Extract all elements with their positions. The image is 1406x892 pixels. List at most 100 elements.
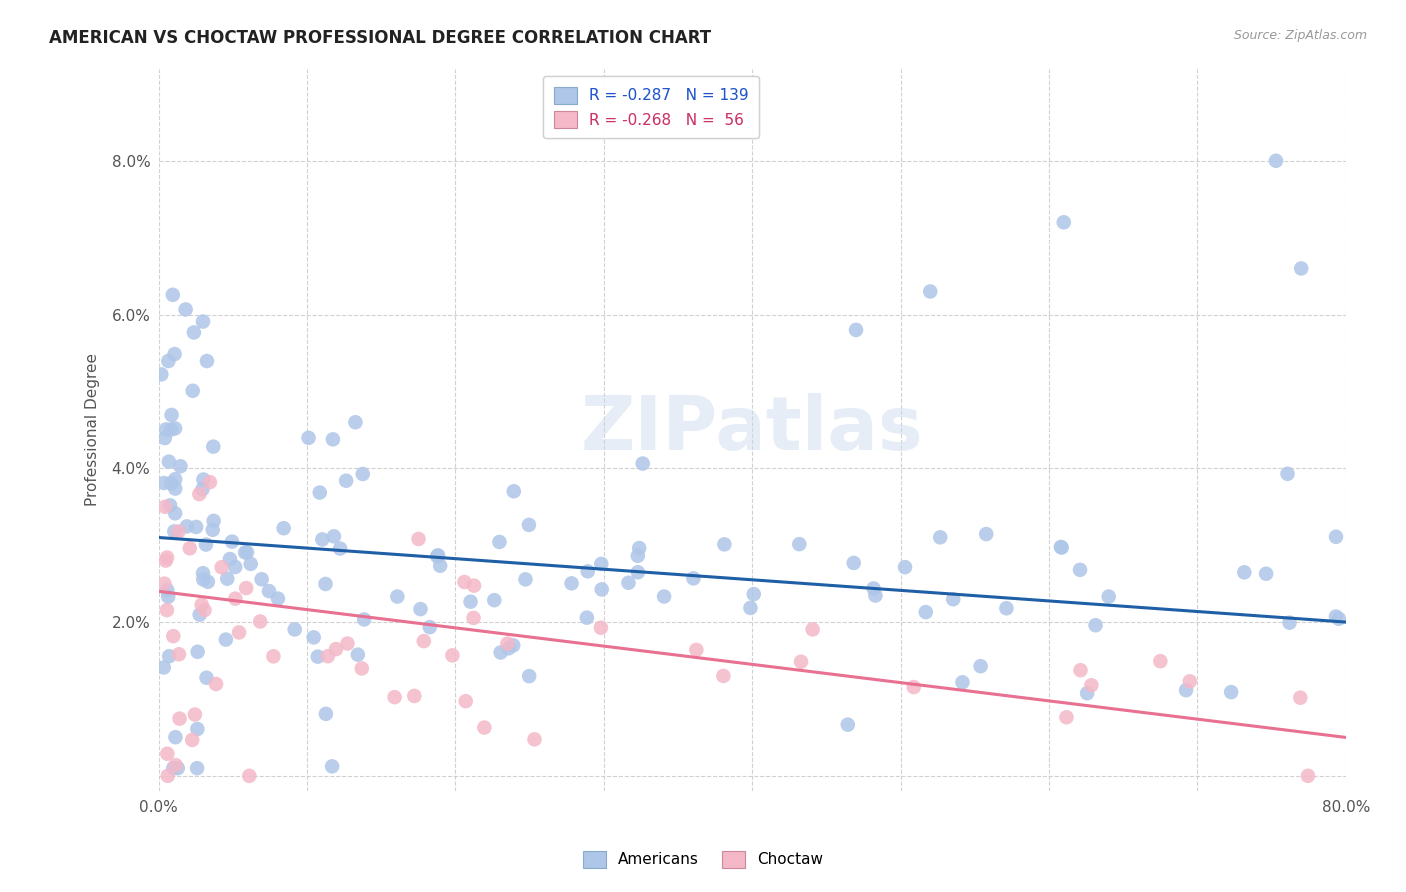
Point <box>740 600 762 615</box>
Point <box>165 482 187 496</box>
Point <box>201 523 224 537</box>
Point <box>576 565 599 579</box>
Point <box>197 574 219 589</box>
Point <box>153 576 176 591</box>
Point <box>156 550 179 565</box>
Point <box>153 475 176 490</box>
Point <box>156 582 179 597</box>
Text: ZIPatlas: ZIPatlas <box>581 393 924 467</box>
Point <box>631 457 654 471</box>
Point <box>315 577 337 591</box>
Point <box>316 649 339 664</box>
Point <box>1324 530 1347 544</box>
Point <box>159 499 181 513</box>
Point <box>163 347 186 361</box>
Point <box>591 557 613 571</box>
Point <box>191 314 214 328</box>
Point <box>262 649 284 664</box>
Point <box>742 587 765 601</box>
Point <box>157 649 180 664</box>
Point <box>284 623 307 637</box>
Point <box>198 475 221 490</box>
Point <box>238 769 260 783</box>
Point <box>224 591 246 606</box>
Point <box>167 524 190 539</box>
Point <box>1069 663 1091 677</box>
Point <box>191 566 214 581</box>
Point <box>617 575 640 590</box>
Point <box>156 603 179 617</box>
Point <box>187 645 209 659</box>
Point <box>627 566 650 580</box>
Point <box>419 620 441 634</box>
Point <box>228 625 250 640</box>
Point <box>952 675 974 690</box>
Point <box>219 552 242 566</box>
Point <box>336 636 359 650</box>
Point <box>186 722 208 736</box>
Point <box>165 506 187 520</box>
Point <box>974 527 997 541</box>
Point <box>408 532 430 546</box>
Point <box>1256 566 1278 581</box>
Point <box>502 484 524 499</box>
Point <box>215 632 238 647</box>
Point <box>865 589 887 603</box>
Point <box>169 712 191 726</box>
Point <box>184 520 207 534</box>
Point <box>454 694 477 708</box>
Point <box>205 677 228 691</box>
Point <box>167 647 190 661</box>
Point <box>790 655 813 669</box>
Point <box>1265 153 1288 168</box>
Point <box>472 721 495 735</box>
Point <box>463 579 485 593</box>
Point <box>1289 690 1312 705</box>
Point <box>628 541 651 555</box>
Point <box>627 549 650 563</box>
Point <box>409 602 432 616</box>
Point <box>160 408 183 422</box>
Point <box>160 423 183 437</box>
Point <box>685 643 707 657</box>
Point <box>713 537 735 551</box>
Point <box>186 761 208 775</box>
Point <box>344 415 367 429</box>
Point <box>157 354 180 368</box>
Point <box>155 422 177 436</box>
Point <box>169 459 191 474</box>
Point <box>1278 615 1301 630</box>
Point <box>193 603 215 617</box>
Point <box>152 660 174 674</box>
Point <box>174 302 197 317</box>
Point <box>1080 678 1102 692</box>
Point <box>202 440 225 454</box>
Point <box>257 584 280 599</box>
Point <box>346 648 368 662</box>
Point <box>188 487 211 501</box>
Point <box>163 524 186 539</box>
Point <box>1324 609 1347 624</box>
Point <box>1050 541 1073 555</box>
Point <box>1289 261 1312 276</box>
Point <box>157 590 180 604</box>
Point <box>787 537 810 551</box>
Point <box>150 368 173 382</box>
Point <box>1149 654 1171 668</box>
Point <box>1175 683 1198 698</box>
Text: AMERICAN VS CHOCTAW PROFESSIONAL DEGREE CORRELATION CHART: AMERICAN VS CHOCTAW PROFESSIONAL DEGREE … <box>49 29 711 46</box>
Point <box>995 601 1018 615</box>
Point <box>322 433 344 447</box>
Point <box>589 621 612 635</box>
Point <box>463 611 485 625</box>
Text: Source: ZipAtlas.com: Source: ZipAtlas.com <box>1233 29 1367 42</box>
Point <box>249 615 271 629</box>
Point <box>460 595 482 609</box>
Point <box>233 545 256 559</box>
Point <box>1076 686 1098 700</box>
Point <box>561 576 583 591</box>
Point <box>429 558 451 573</box>
Point <box>194 537 217 551</box>
Point <box>179 541 201 556</box>
Point <box>350 661 373 675</box>
